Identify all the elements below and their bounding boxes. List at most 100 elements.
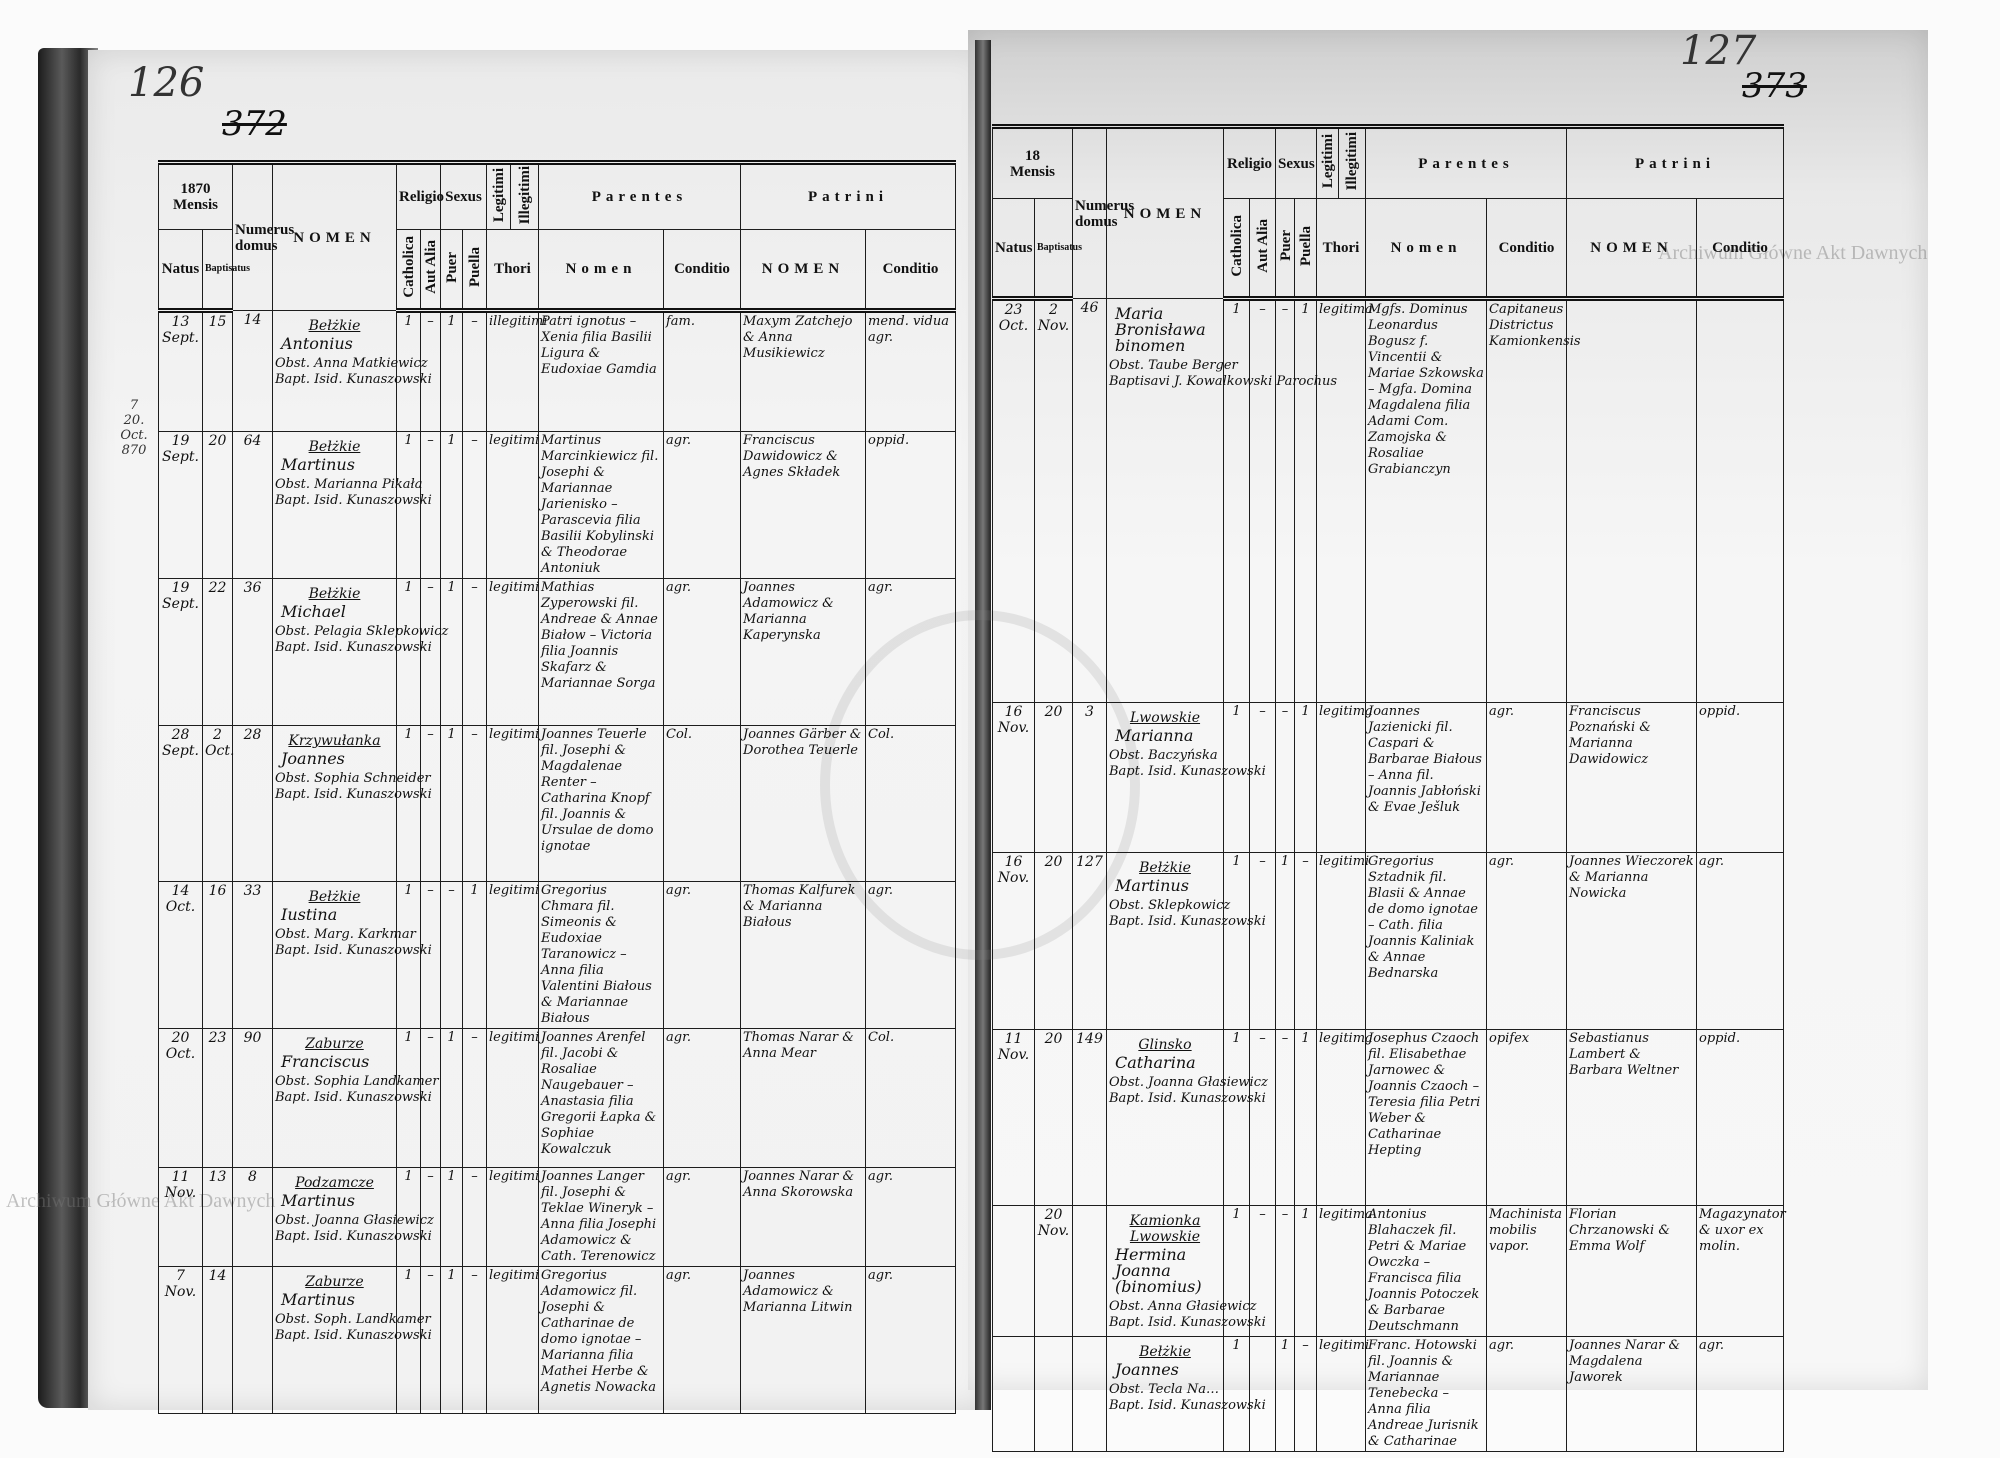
table-row: 13 Sept. 15 14 Bełżkie Antonius Obst. Anna Ma… — [158, 310, 957, 433]
godparents-condition: agr. — [1696, 852, 1785, 1030]
village-name: Bełżkie — [1139, 1344, 1191, 1360]
village-name: Podzamcze — [295, 1175, 374, 1192]
baptism-date: 2 Oct. — [202, 725, 234, 883]
left-register-table: 1870 Mensis Numerus domus NOMEN Religio Sexus… — [158, 159, 957, 1415]
sexus-header: Sexus — [440, 159, 487, 231]
baptizing-priest: Bapt. Isid. Kunaszowski — [275, 1090, 432, 1106]
patrini-nomen-header-label: NOMEN — [761, 261, 845, 278]
thori-status: legitimi — [486, 1167, 539, 1268]
village-name: Bełżkie — [308, 318, 361, 335]
table-row: Bełżkie Joannes Obst. Tecla Na… Bapt. Isid.… — [992, 1336, 1785, 1452]
aut-alia-mark: – — [1249, 852, 1276, 1030]
parents-names: Joannes Teuerle fil. Josephi & Magdalena… — [538, 725, 664, 883]
puella-mark: – — [1294, 852, 1317, 1030]
baptism-date: 2 Nov. — [1034, 298, 1073, 703]
puella-mark: – — [1294, 1336, 1317, 1452]
birth-date: 7 Nov. — [158, 1266, 203, 1415]
thori-status: legitimi — [486, 431, 539, 580]
godparents-condition: Magazynator & uxor ex molin. — [1696, 1205, 1786, 1337]
midwife: Obst. Baczyńska — [1109, 748, 1218, 763]
table-row: 11 Nov. 20 149 Glinsko Catharina Obst. Joanna… — [992, 1029, 1785, 1206]
puella-mark: 1 — [1294, 1029, 1317, 1206]
table-row: 14 Oct. 16 33 Bełżkie Iustina Obst. Marg. Kar… — [158, 881, 957, 1030]
parents-names: Patri ignotus – Xenia filia Basilii Ligu… — [538, 310, 664, 433]
mensis-label: Mensis — [173, 197, 218, 214]
child-cell: Bełżkie Iustina Obst. Marg. Karkmar Bapt. I… — [272, 881, 432, 1030]
parents-names: Mathias Zyperowski fil. Andreae & Annae … — [538, 578, 664, 727]
puer-mark: – — [1275, 702, 1295, 853]
nomen-header: NOMEN — [1106, 124, 1224, 299]
parentes-conditio-header: Conditio — [1485, 198, 1568, 301]
sexus-header-label: Sexus — [1278, 155, 1315, 172]
house-number: 8 — [232, 1167, 273, 1268]
right-page-number: 373 — [1742, 66, 1807, 106]
parentes-nomen-header: Nomen — [538, 229, 664, 314]
midwife: Obst. Soph. Landkamer — [275, 1312, 431, 1328]
godparents-condition: oppid. — [865, 431, 957, 580]
puer-mark: 1 — [1275, 852, 1295, 1030]
catholica-mark: 1 — [1223, 1336, 1250, 1452]
table-row: 16 Nov. 20 127 Bełżkie Martinus Obst. Sklepko… — [992, 852, 1785, 1030]
patrini-header: Patrini — [1566, 124, 1785, 199]
parentes-conditio-header: Conditio — [662, 229, 742, 314]
thori-status: legitimi — [1316, 852, 1369, 1030]
puella-mark: – — [462, 1167, 487, 1268]
catholica-mark: 1 — [396, 881, 421, 1030]
village-name: Bełżkie — [1139, 860, 1191, 876]
parents-names: Martinus Marcinkiewicz fil. Josephi & Ma… — [538, 431, 664, 580]
catholica-mark: 1 — [396, 1167, 421, 1268]
parents-names: Mgfs. Dominus Leonardus Bogusz f. Vincen… — [1365, 298, 1487, 703]
patrini-header-label: Patrini — [1635, 155, 1716, 172]
table-row: 19 Sept. 22 36 Bełżkie Michael Obst. Pelagia … — [158, 578, 957, 727]
aut-alia-mark — [1249, 1336, 1276, 1452]
margin-note-line: 20. Oct. — [120, 413, 148, 443]
midwife: Obst. Marianna Pikała — [275, 477, 423, 493]
puella-mark: 1 — [1294, 702, 1317, 853]
year-label: 18 — [1025, 147, 1040, 164]
godparents-names: Franciscus Poznański & Marianna Dawidowi… — [1566, 702, 1698, 853]
parents-names: Joannes Jazienicki fil. Caspari & Barbar… — [1365, 702, 1487, 853]
puer-mark: 1 — [440, 310, 463, 433]
baptizing-priest: Bapt. Isid. Kunaszowski — [275, 493, 432, 509]
baptizing-priest: Bapt. Isid. Kunaszowski — [1109, 1398, 1266, 1413]
puer-mark: 1 — [440, 578, 463, 727]
baptizing-priest: Bapt. Isid. Kunaszowski — [1109, 764, 1266, 779]
puella-mark: – — [462, 310, 487, 433]
midwife: Obst. Sophia Schneider — [275, 771, 431, 787]
thori-status: legitima — [1316, 702, 1373, 853]
thori-status: legitimi — [486, 1028, 539, 1169]
baptisatus-header-label: Baptisatus — [1037, 241, 1083, 253]
table-row: 7 Nov. 14 Zaburze Martinus Obst. Soph. Landk… — [158, 1266, 957, 1415]
puella-mark: 1 — [1294, 1205, 1317, 1337]
illegitimi-header: Illegitimi — [1338, 124, 1366, 199]
baptizing-priest: Bapt. Isid. Kunaszowski — [275, 787, 432, 803]
house-number: 46 — [1072, 298, 1107, 703]
thori-status: legitimi — [486, 1266, 539, 1415]
birth-date: 19 Sept. — [158, 431, 203, 580]
puella-header: Puella — [1294, 198, 1317, 301]
puer-mark: – — [1275, 1205, 1295, 1337]
parentes-nomen-header-label: Nomen — [1390, 239, 1462, 256]
godparents-condition: agr. — [865, 881, 957, 1030]
house-number: 149 — [1072, 1029, 1107, 1206]
thori-status: legitimi — [1316, 1336, 1369, 1452]
parents-names: Antonius Blahaczek fil. Petri & Mariae O… — [1365, 1205, 1487, 1337]
legitimi-header: Legitimi — [1316, 124, 1339, 199]
child-name: Franciscus — [281, 1052, 370, 1072]
village-name: Zaburze — [305, 1274, 364, 1291]
baptism-date: 14 — [202, 1266, 233, 1415]
puella-header-label: Puella — [1297, 225, 1314, 266]
birth-date: 28 Sept. — [158, 725, 203, 883]
puer-header-label: Puer — [443, 251, 460, 283]
puella-mark: – — [462, 725, 487, 883]
village-name: Bełżkie — [308, 889, 361, 906]
baptism-date: 20 Nov. — [1034, 1205, 1073, 1337]
godparents-condition: agr. — [865, 1266, 957, 1415]
parents-condition: agr. — [662, 431, 742, 580]
child-name: Marianna — [1115, 726, 1194, 745]
baptizing-priest: Bapt. Isid. Kunaszowski — [275, 640, 432, 656]
catholica-mark: 1 — [396, 310, 421, 433]
midwife: Obst. Marg. Karkmar — [275, 927, 416, 943]
right-register-table: 18 Mensis Numerus domus NOMEN Religio Sexus Le… — [992, 124, 1786, 1452]
birth-date: 16 Nov. — [992, 702, 1035, 853]
